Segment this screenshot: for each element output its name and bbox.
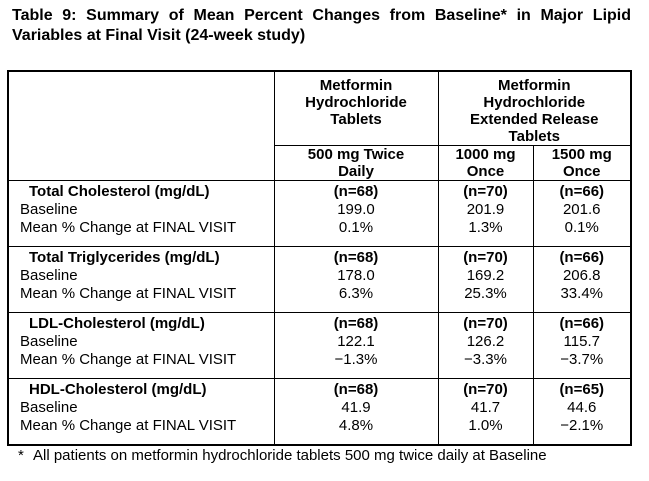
- table-row: HDL-Cholesterol (mg/dL) (n=68) (n=70) (n…: [7, 378, 632, 399]
- n-value: (n=65): [532, 378, 632, 399]
- n-value: (n=66): [532, 246, 632, 267]
- n-value: (n=70): [437, 180, 534, 201]
- mean-change-value: 25.3%: [437, 285, 534, 313]
- corner-cell: [7, 71, 275, 181]
- table-row: LDL-Cholesterol (mg/dL) (n=68) (n=70) (n…: [7, 312, 632, 333]
- table-row: Mean % Change at FINAL VISIT 4.8% 1.0% −…: [7, 417, 632, 445]
- row-label-mean-change: Mean % Change at FINAL VISIT: [7, 219, 275, 247]
- baseline-value: 126.2: [437, 333, 534, 351]
- footnote-asterisk: *: [18, 447, 24, 464]
- mean-change-value: −3.7%: [532, 351, 632, 379]
- col-group-metformin-er: Metformin Hydrochloride Extended Release…: [437, 71, 632, 146]
- n-value: (n=66): [532, 312, 632, 333]
- mean-change-value: −3.3%: [437, 351, 534, 379]
- baseline-value: 169.2: [437, 267, 534, 285]
- row-label-baseline: Baseline: [7, 201, 275, 219]
- table-row: Baseline 199.0 201.9 201.6: [7, 201, 632, 219]
- table-title: Table 9: Summary of Mean Percent Changes…: [12, 6, 631, 46]
- baseline-value: 41.9: [273, 399, 439, 417]
- n-value: (n=68): [273, 246, 439, 267]
- variable-name: Total Cholesterol (mg/dL): [7, 180, 275, 201]
- footnote-text: All patients on metformin hydrochloride …: [33, 447, 547, 464]
- baseline-value: 41.7: [437, 399, 534, 417]
- col-header-500mg-twice-daily: 500 mg Twice Daily: [273, 145, 439, 181]
- baseline-value: 44.6: [532, 399, 632, 417]
- mean-change-value: 1.0%: [437, 417, 534, 445]
- col-header-1500mg-once: 1500 mg Once: [532, 145, 632, 181]
- n-value: (n=68): [273, 312, 439, 333]
- table-header: Metformin Hydrochloride Tablets Metformi…: [7, 71, 632, 181]
- baseline-value: 178.0: [273, 267, 439, 285]
- mean-change-value: −2.1%: [532, 417, 632, 445]
- section-total-triglycerides: Total Triglycerides (mg/dL) (n=68) (n=70…: [7, 246, 632, 313]
- lipid-summary-table: Metformin Hydrochloride Tablets Metformi…: [7, 70, 632, 446]
- row-label-baseline: Baseline: [7, 333, 275, 351]
- row-label-mean-change: Mean % Change at FINAL VISIT: [7, 351, 275, 379]
- mean-change-value: 0.1%: [273, 219, 439, 247]
- n-value: (n=66): [532, 180, 632, 201]
- table-row: Mean % Change at FINAL VISIT −1.3% −3.3%…: [7, 351, 632, 379]
- mean-change-value: −1.3%: [273, 351, 439, 379]
- mean-change-value: 4.8%: [273, 417, 439, 445]
- mean-change-value: 33.4%: [532, 285, 632, 313]
- baseline-value: 201.6: [532, 201, 632, 219]
- table-row: Mean % Change at FINAL VISIT 6.3% 25.3% …: [7, 285, 632, 313]
- table-row: Baseline 122.1 126.2 115.7: [7, 333, 632, 351]
- variable-name: LDL-Cholesterol (mg/dL): [7, 312, 275, 333]
- table-title-line1: Table 9: Summary of Mean Percent Changes…: [12, 7, 631, 24]
- col-group-metformin-ir: Metformin Hydrochloride Tablets: [273, 71, 439, 146]
- row-label-mean-change: Mean % Change at FINAL VISIT: [7, 285, 275, 313]
- baseline-value: 122.1: [273, 333, 439, 351]
- table-title-line2: Variables at Final Visit (24-week study): [12, 27, 306, 44]
- section-total-cholesterol: Total Cholesterol (mg/dL) (n=68) (n=70) …: [7, 180, 632, 247]
- n-value: (n=70): [437, 378, 534, 399]
- section-hdl-cholesterol: HDL-Cholesterol (mg/dL) (n=68) (n=70) (n…: [7, 378, 632, 445]
- row-label-mean-change: Mean % Change at FINAL VISIT: [7, 417, 275, 445]
- baseline-value: 201.9: [437, 201, 534, 219]
- n-value: (n=70): [437, 312, 534, 333]
- table-row: Baseline 178.0 169.2 206.8: [7, 267, 632, 285]
- row-label-baseline: Baseline: [7, 267, 275, 285]
- variable-name: HDL-Cholesterol (mg/dL): [7, 378, 275, 399]
- n-value: (n=68): [273, 378, 439, 399]
- mean-change-value: 1.3%: [437, 219, 534, 247]
- col-header-1000mg-once: 1000 mg Once: [437, 145, 534, 181]
- table-row: Total Triglycerides (mg/dL) (n=68) (n=70…: [7, 246, 632, 267]
- section-ldl-cholesterol: LDL-Cholesterol (mg/dL) (n=68) (n=70) (n…: [7, 312, 632, 379]
- variable-name: Total Triglycerides (mg/dL): [7, 246, 275, 267]
- n-value: (n=70): [437, 246, 534, 267]
- table-row: Total Cholesterol (mg/dL) (n=68) (n=70) …: [7, 180, 632, 201]
- mean-change-value: 0.1%: [532, 219, 632, 247]
- footnote: * All patients on metformin hydrochloride…: [18, 446, 547, 465]
- baseline-value: 206.8: [532, 267, 632, 285]
- table-row: Mean % Change at FINAL VISIT 0.1% 1.3% 0…: [7, 219, 632, 247]
- n-value: (n=68): [273, 180, 439, 201]
- table-row: Baseline 41.9 41.7 44.6: [7, 399, 632, 417]
- baseline-value: 115.7: [532, 333, 632, 351]
- row-label-baseline: Baseline: [7, 399, 275, 417]
- baseline-value: 199.0: [273, 201, 439, 219]
- mean-change-value: 6.3%: [273, 285, 439, 313]
